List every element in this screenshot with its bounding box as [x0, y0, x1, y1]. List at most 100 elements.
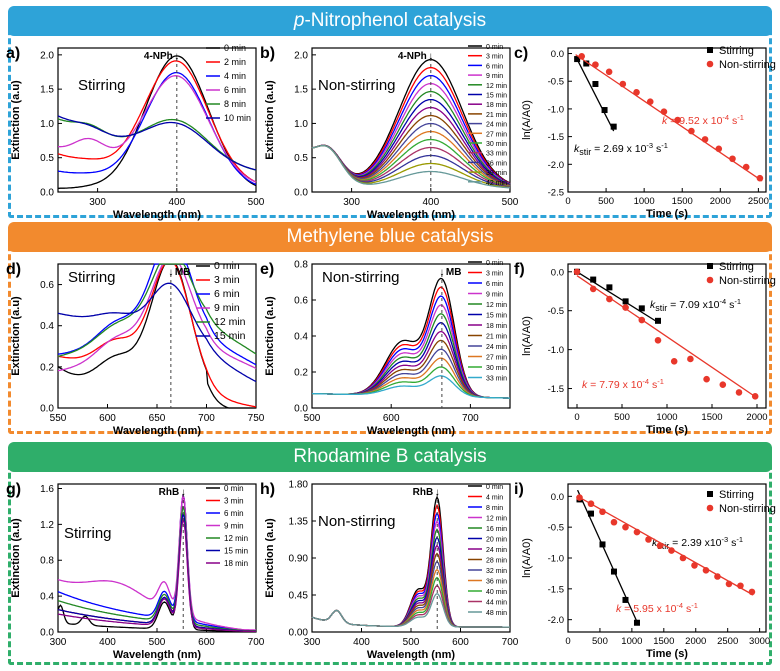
- legend-marker: [707, 47, 713, 53]
- legend-entry: 24 min: [486, 122, 507, 129]
- legend-entry: 6 min: [486, 63, 503, 70]
- panel-label: b): [260, 45, 275, 62]
- spectrum-line-33-min: [312, 375, 510, 399]
- x-tick-label: 500: [614, 412, 630, 423]
- rate-subscript: stir: [655, 303, 667, 313]
- legend-entry: 2 min: [224, 57, 246, 67]
- legend-entry: 0 min: [214, 260, 240, 272]
- data-point-stirring: [601, 107, 608, 114]
- data-point-stirring: [606, 284, 613, 291]
- rate-unit: s: [649, 379, 657, 391]
- chart-panel-d: 550 600 650 700 750 0.0 0.2 0.4 0.6 Wavelength (n…: [6, 252, 265, 438]
- rate-constant-label: k = 5.95 x 10-4 s-1: [616, 601, 698, 615]
- rate-exponent: -4: [722, 113, 729, 122]
- legend-entry: 24 min: [486, 344, 507, 351]
- legend-entry: 18 min: [486, 323, 507, 330]
- spectrum-line-6-min: [57, 494, 257, 632]
- chart-panel-c: 0 500 1000 1500 2000 2500 0.0 -0.5 -1.0 -1.5 -2.0 -…: [514, 36, 776, 222]
- legend-marker: [706, 60, 714, 68]
- rate-value: = 2.39 x10: [669, 537, 721, 549]
- legend-entry: 33 min: [486, 376, 507, 383]
- rate-unit: s: [726, 299, 734, 311]
- legend-entry: 27 min: [486, 355, 507, 362]
- legend-entry: 24 min: [486, 547, 507, 554]
- legend-entry: 40 min: [486, 589, 507, 596]
- y-tick-label: 0.5: [40, 153, 54, 164]
- y-tick-label: 1.5: [294, 85, 308, 96]
- legend-entry: 12 min: [486, 83, 507, 90]
- x-tick-label: 3000: [749, 636, 770, 647]
- x-tick-label: 700: [462, 413, 479, 424]
- legend-entry: 4 min: [224, 71, 246, 81]
- rate-unit: s: [728, 537, 736, 549]
- y-tick-label: 1.35: [289, 517, 309, 528]
- peak-arrow: ↓: [181, 487, 186, 498]
- data-point-non-stirring: [589, 285, 597, 293]
- rate-unit-exponent: -1: [736, 535, 743, 544]
- x-tick-label: 1000: [656, 412, 677, 423]
- data-point-non-stirring: [742, 163, 750, 171]
- legend-entry: 18 min: [486, 102, 507, 109]
- legend-entry: 6 min: [224, 85, 246, 95]
- x-tick-label: 300: [304, 637, 321, 648]
- x-tick-label: 400: [353, 637, 370, 648]
- x-tick-label: 500: [403, 637, 420, 648]
- fit-line-non-stirring: [577, 495, 754, 596]
- x-tick-label: 700: [502, 637, 519, 648]
- data-point-stirring: [592, 81, 599, 87]
- legend-entry: 0 min: [486, 484, 503, 491]
- panel-label: e): [260, 261, 274, 278]
- legend-entry: 3 min: [486, 54, 503, 61]
- chart-panel-e: 500 600 700 0.0 0.2 0.4 0.6 0.8 Wavelength (nm) E…: [260, 252, 514, 438]
- peak-arrow: ↓: [174, 51, 179, 62]
- peak-arrow: ↓: [435, 487, 440, 498]
- y-tick-label: 0.2: [294, 368, 308, 379]
- legend-entry: 15 min: [224, 547, 248, 556]
- legend-entry: 9 min: [486, 73, 503, 80]
- spectrum-line-0-min: [57, 263, 256, 409]
- rate-value: = 7.79 x 10: [587, 379, 642, 391]
- legend-entry: 9 min: [486, 292, 503, 299]
- x-tick-label: 500: [149, 637, 166, 648]
- data-point-non-stirring: [729, 155, 736, 163]
- condition-label: Non-stirring: [322, 269, 400, 286]
- y-tick-label: 0.2: [40, 362, 54, 373]
- section-title-nitrophenol: p-Nitrophenol catalysis: [8, 6, 772, 36]
- y-tick-label: 0.0: [551, 267, 564, 278]
- y-tick-label: 0.90: [289, 554, 309, 565]
- x-tick-label: 500: [598, 196, 614, 207]
- x-tick-label: 300: [343, 197, 360, 208]
- data-point-non-stirring: [702, 567, 710, 574]
- y-tick-label: -2.5: [548, 188, 564, 199]
- x-tick-label: 0: [574, 412, 579, 423]
- legend-entry: 42 min: [486, 180, 507, 187]
- x-tick-label: 600: [99, 413, 116, 424]
- y-tick-label: -1.0: [548, 345, 564, 356]
- data-point-non-stirring: [622, 304, 629, 311]
- peak-arrow: ↓: [168, 267, 173, 278]
- rate-value: = 7.09 x10: [667, 299, 719, 311]
- data-point-stirring: [583, 60, 590, 67]
- x-tick-label: 1500: [701, 412, 722, 423]
- spectrum-line-18-min: [57, 516, 256, 632]
- y-tick-label: 0.5: [294, 153, 308, 164]
- x-tick-label: 2500: [717, 636, 738, 647]
- rate-symbol: k: [574, 143, 580, 155]
- spectrum-line-10-min: [57, 115, 257, 171]
- data-point-non-stirring: [660, 108, 668, 115]
- plot-frame: [311, 47, 511, 193]
- rate-symbol: k: [616, 603, 622, 615]
- condition-label: Stirring: [68, 269, 116, 286]
- data-point-non-stirring: [599, 508, 606, 516]
- y-tick-label: 0.8: [40, 556, 54, 567]
- peak-arrow: ↓: [439, 267, 444, 278]
- x-tick-label: 2000: [710, 196, 731, 207]
- spectrum-line-2-min: [57, 60, 257, 183]
- data-point-non-stirring: [638, 316, 646, 324]
- legend-entry: 3 min: [224, 497, 244, 506]
- data-point-non-stirring: [703, 375, 710, 383]
- data-point-stirring: [633, 619, 640, 626]
- fit-line-stirring: [576, 271, 659, 323]
- y-tick-label: -1.5: [548, 384, 564, 395]
- legend-entry: 3 min: [214, 274, 240, 286]
